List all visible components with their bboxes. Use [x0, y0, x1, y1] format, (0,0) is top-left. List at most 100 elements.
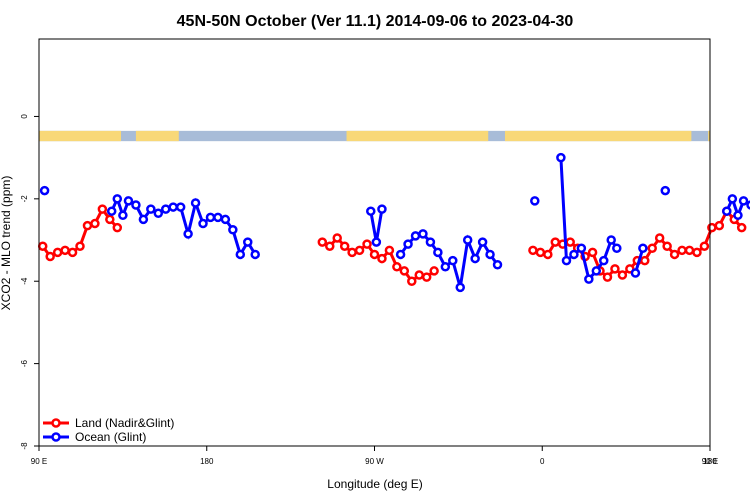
series-line	[725, 194, 750, 220]
data-point	[90, 218, 100, 229]
legend-label: Land (Nadir&Glint)	[75, 416, 174, 430]
data-point	[606, 235, 616, 245]
data-point	[175, 202, 186, 212]
data-point	[638, 243, 648, 254]
data-point	[684, 245, 695, 256]
legend-marker	[51, 418, 61, 428]
data-point	[52, 247, 63, 258]
y-tick-label: 0	[20, 114, 29, 119]
data-point	[584, 274, 594, 284]
map-strip-land	[135, 130, 179, 142]
data-point	[610, 264, 620, 274]
series-land	[37, 204, 747, 286]
y-tick-label: -8	[20, 442, 29, 450]
data-point	[118, 210, 128, 221]
data-point	[37, 241, 48, 251]
data-point	[317, 237, 328, 247]
data-point	[421, 272, 432, 282]
data-point	[556, 152, 566, 163]
data-point	[599, 255, 609, 266]
data-point	[550, 237, 561, 247]
data-point	[220, 214, 231, 225]
data-point	[106, 206, 117, 216]
data-point	[347, 247, 357, 258]
x-tick-label: 180	[703, 457, 717, 466]
data-point	[325, 241, 335, 251]
map-strip	[39, 130, 710, 142]
data-point	[591, 266, 602, 276]
data-point	[205, 212, 216, 223]
data-point	[565, 237, 575, 247]
data-point	[569, 249, 579, 260]
data-point	[190, 198, 201, 208]
data-point	[392, 262, 402, 272]
data-point	[407, 276, 417, 286]
map-strip-land	[504, 130, 692, 142]
data-point	[371, 237, 382, 247]
data-point	[692, 247, 702, 258]
data-point	[399, 266, 410, 276]
data-point	[612, 243, 622, 254]
data-point	[146, 204, 156, 214]
x-tick-label: 0	[540, 457, 545, 466]
data-point	[414, 270, 424, 280]
data-point	[714, 220, 725, 231]
data-point	[640, 255, 650, 266]
data-point	[377, 204, 387, 214]
data-point	[67, 247, 78, 258]
data-point	[153, 208, 164, 219]
y-axis-title: XCO2 - MLO trend (ppm)	[0, 176, 13, 311]
data-point	[384, 245, 395, 256]
data-point	[576, 243, 587, 254]
data-point	[602, 272, 613, 282]
data-point	[654, 233, 665, 243]
data-point	[617, 270, 628, 280]
data-point	[429, 266, 439, 276]
map-strip-land	[708, 130, 710, 142]
data-point	[433, 247, 443, 258]
data-point	[492, 259, 503, 270]
x-tick-label: 90 E	[31, 457, 47, 466]
legend-label: Ocean (Glint)	[75, 430, 146, 444]
y-tick-label: -6	[20, 360, 29, 368]
map-strip-land	[39, 130, 122, 142]
data-point	[123, 196, 134, 206]
data-point	[746, 200, 750, 210]
data-point	[395, 249, 406, 260]
data-point	[60, 245, 70, 256]
x-axis-title: Longitude (deg E)	[327, 477, 422, 491]
data-point	[699, 241, 710, 251]
series-layer	[37, 152, 750, 293]
data-point	[410, 231, 421, 241]
data-point	[477, 237, 488, 247]
data-point	[462, 235, 473, 245]
series-ocean	[39, 152, 750, 293]
legend: Land (Nadir&Glint)Ocean (Glint)	[43, 416, 174, 444]
data-point	[369, 249, 380, 260]
data-point	[112, 194, 123, 204]
data-point	[82, 220, 93, 231]
data-point	[722, 206, 732, 216]
data-point	[485, 249, 495, 260]
data-point	[366, 206, 376, 216]
data-point	[332, 233, 342, 243]
data-point	[425, 237, 436, 247]
data-point	[647, 243, 657, 254]
data-point	[448, 255, 458, 266]
data-point	[707, 222, 717, 233]
data-point	[228, 224, 238, 235]
data-point	[45, 251, 55, 262]
data-point	[738, 196, 749, 206]
data-point	[160, 204, 171, 214]
data-point	[677, 245, 687, 256]
data-point	[362, 239, 372, 249]
data-point	[403, 239, 413, 249]
data-point	[339, 241, 350, 251]
data-point	[198, 218, 208, 229]
data-point	[213, 212, 223, 223]
data-point	[535, 247, 546, 258]
data-point	[543, 249, 553, 260]
data-point	[183, 229, 193, 239]
map-strip-land	[346, 130, 489, 142]
